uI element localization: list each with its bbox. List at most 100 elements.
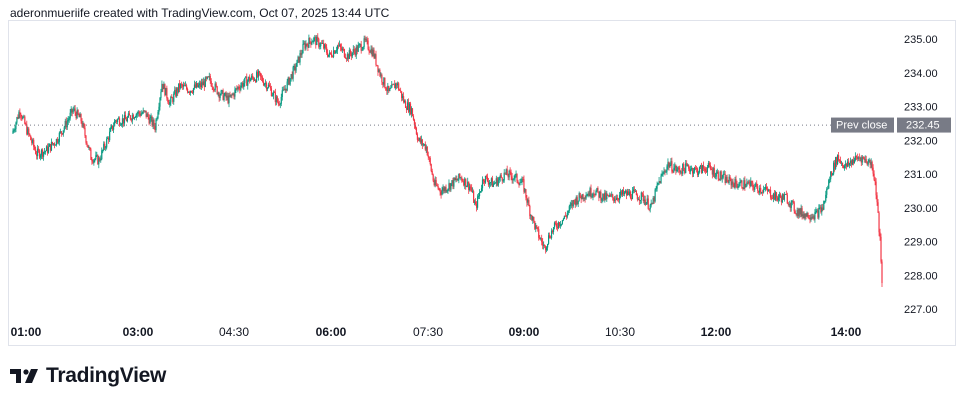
candle-body <box>622 190 625 195</box>
candle-body <box>711 169 713 175</box>
candle-body <box>285 88 287 91</box>
candle-body <box>273 92 275 94</box>
y-tick-label: 229.00 <box>904 237 938 249</box>
candle-body <box>627 191 630 195</box>
candle-body <box>371 48 373 57</box>
candle-body <box>844 163 847 166</box>
candle-body <box>307 44 309 48</box>
candle-body <box>186 88 189 93</box>
candle-body <box>365 39 367 41</box>
candle-body <box>31 140 33 143</box>
candle-body <box>92 161 94 163</box>
candle-body <box>425 146 427 150</box>
candle-body <box>746 182 748 187</box>
candle-body <box>192 88 195 93</box>
candle-body <box>565 216 567 217</box>
candle-body <box>368 49 370 52</box>
candle-body <box>72 109 74 113</box>
candle-body <box>783 194 785 200</box>
candle-body <box>67 119 69 122</box>
candle-body <box>479 191 482 193</box>
tradingview-logo[interactable]: TradingView <box>10 364 166 388</box>
candle-body <box>567 210 569 213</box>
candle-body <box>490 178 492 183</box>
candle-body <box>174 89 176 94</box>
candle-body <box>715 172 717 177</box>
candle-body <box>256 72 258 82</box>
candle-body <box>331 56 334 58</box>
candle-body <box>103 143 105 150</box>
candle-body <box>569 205 571 207</box>
candle-body <box>347 54 349 59</box>
candle-body <box>558 222 561 226</box>
candle-body <box>728 176 730 184</box>
candle-body <box>463 181 465 186</box>
candle-body <box>713 168 715 178</box>
candle-body <box>404 101 407 108</box>
candlestick-chart[interactable]: 235.00 234.00 233.00 232.00 231.00 230.00 229.… <box>0 0 966 350</box>
candle-body <box>589 188 591 196</box>
candle-body <box>483 180 486 183</box>
candle-body <box>707 163 709 168</box>
candle-body <box>618 199 620 200</box>
candle-body <box>403 101 406 103</box>
candle-body <box>367 40 369 50</box>
candle-body <box>454 177 456 180</box>
candle-body <box>564 215 566 217</box>
candle-body <box>536 225 538 228</box>
candle-body <box>801 208 803 217</box>
candle-body <box>223 95 225 101</box>
candle-body <box>63 127 65 131</box>
candle-body <box>290 74 292 79</box>
candle-body <box>68 118 70 120</box>
candle-body <box>817 210 819 218</box>
candle-body <box>339 44 342 48</box>
candle-body <box>532 216 534 221</box>
candle-body <box>449 183 451 190</box>
candle-body <box>612 194 614 198</box>
candle-body <box>29 133 31 136</box>
candle-body <box>78 114 80 118</box>
candle-body <box>774 192 777 200</box>
candle-body <box>559 224 562 226</box>
candle-body <box>810 217 812 220</box>
candle-body <box>601 199 603 201</box>
candle-body <box>868 159 870 162</box>
candle-body <box>477 196 480 197</box>
candle-body <box>642 194 644 202</box>
candle-body <box>741 180 743 188</box>
candle-body <box>621 190 624 195</box>
candle-body <box>175 89 177 97</box>
candle-body <box>278 103 280 105</box>
candle-body <box>24 116 26 124</box>
candle-body <box>93 159 95 163</box>
candle-body <box>864 159 866 161</box>
candle-body <box>391 84 393 88</box>
candle-body <box>262 81 265 86</box>
chart-frame[interactable] <box>8 20 956 346</box>
candle-body <box>514 174 516 179</box>
candle-body <box>682 163 684 174</box>
candle-body <box>407 102 410 112</box>
candle-body <box>59 131 61 133</box>
candle-body <box>586 195 588 197</box>
candle-body <box>450 183 452 190</box>
candle-body <box>470 186 472 188</box>
candle-body <box>279 103 281 105</box>
candle-body <box>525 189 527 198</box>
candle-body <box>794 211 796 214</box>
candle-body <box>703 168 706 170</box>
candle-body <box>121 118 124 125</box>
candle-body <box>47 146 50 153</box>
candle-body <box>369 51 371 53</box>
candle-body <box>232 93 234 95</box>
candle-body <box>661 173 663 176</box>
candle-body <box>245 76 247 78</box>
candle-body <box>650 203 652 206</box>
candle-body <box>460 177 462 179</box>
candle-body <box>648 208 650 210</box>
candle-body <box>214 83 216 91</box>
candle-body <box>469 186 471 191</box>
candle-body <box>605 192 607 200</box>
candle-body <box>272 92 274 96</box>
